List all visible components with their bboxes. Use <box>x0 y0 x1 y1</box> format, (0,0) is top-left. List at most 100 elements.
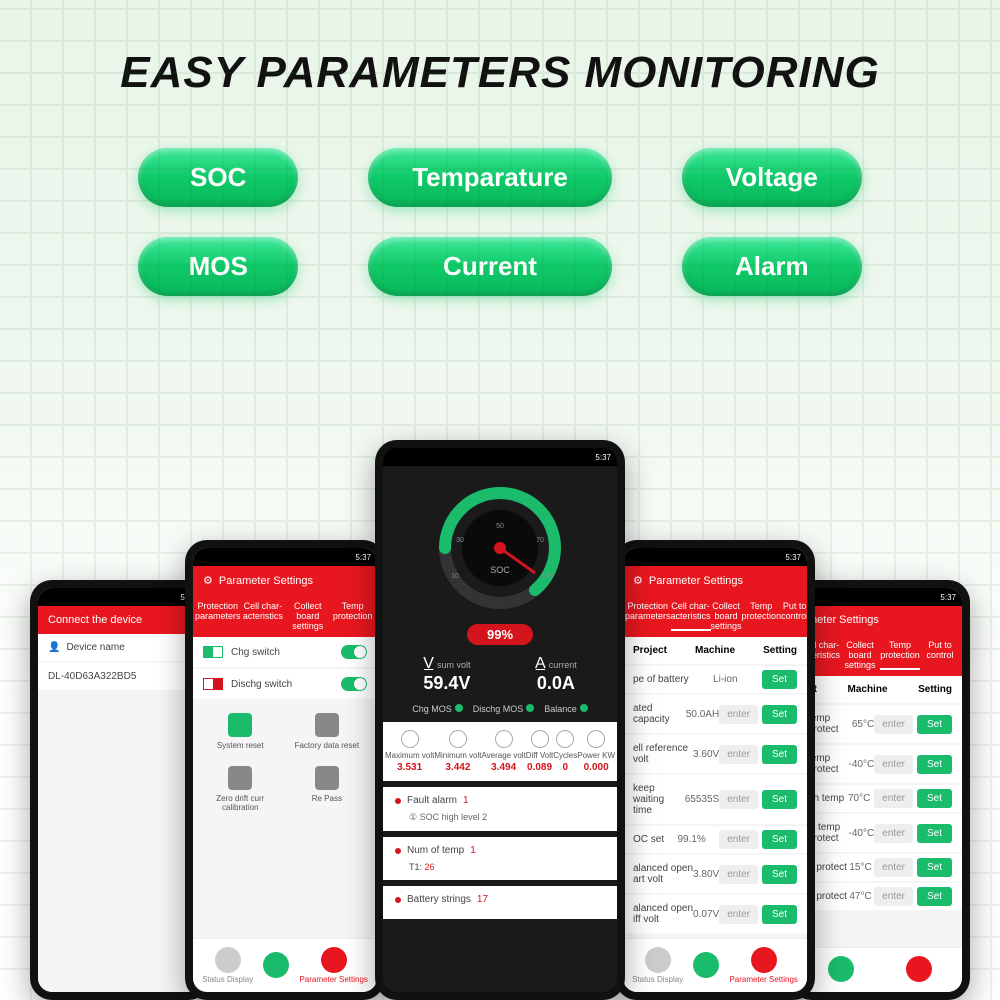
stat-power: Power KW0.000 <box>577 730 615 773</box>
nav-status[interactable]: Status Display <box>202 947 253 984</box>
param-row: p protect15°CenterSet <box>798 854 962 881</box>
dischg-switch-toggle[interactable] <box>341 677 367 691</box>
header-param: ⚙ Parameter Settings <box>193 566 377 595</box>
sum-volt-value: 59.4V <box>423 673 470 693</box>
bottom-nav4: Status Display Parameter Settings <box>623 938 807 992</box>
stat-min-volt: Minimum volt3.442 <box>434 730 481 773</box>
phone-mockup-row: 5:37 Connect the device 👤 Device name DL… <box>0 420 1000 1000</box>
nav-param[interactable]: Parameter Settings <box>729 947 797 984</box>
enter-button[interactable]: enter <box>874 887 913 906</box>
param-row: pe of batteryLi-ionSet <box>623 666 807 693</box>
set-button[interactable]: Set <box>762 745 797 764</box>
tool-system-reset[interactable]: System reset <box>199 707 282 756</box>
dischg-mos: Dischg MOS <box>473 704 535 714</box>
tool-factory-reset[interactable]: Factory data reset <box>286 707 369 756</box>
mos-row: Chg MOS Dischg MOS Balance <box>391 704 609 714</box>
tools-grid: System reset Factory data reset Zero dri… <box>193 701 377 824</box>
tab-cell[interactable]: Cell char- acteristics <box>241 601 286 631</box>
param-row: p protect47°CenterSet <box>798 883 962 910</box>
enter-button[interactable]: enter <box>874 824 913 843</box>
dischg-switch-icon <box>203 678 223 690</box>
tab4-2[interactable]: Collect board settings <box>711 601 742 631</box>
set-button[interactable]: Set <box>917 789 952 808</box>
header-param4: ⚙ Parameter Settings <box>623 566 807 595</box>
set-button[interactable]: Set <box>762 670 797 689</box>
volt-current-row: V̲ sum volt 59.4V A̲ current 0.0A <box>391 655 609 694</box>
set-button[interactable]: Set <box>917 715 952 734</box>
tab4-1[interactable]: Cell char- acteristics <box>671 601 711 631</box>
phone-switches: 5:37 ⚙ Parameter Settings Protection par… <box>185 540 385 1000</box>
stats-strip: Maximum volt3.531 Minimum volt3.442 Aver… <box>383 722 617 781</box>
param-row: ated capacity50.0AHenterSet <box>623 695 807 733</box>
enter-button[interactable]: enter <box>719 705 758 724</box>
svg-text:30: 30 <box>456 537 464 544</box>
enter-button[interactable]: enter <box>719 865 758 884</box>
tab5-1[interactable]: Collect board settings <box>840 640 880 670</box>
current-value: 0.0A <box>537 673 575 693</box>
num-temp-header: Num of temp 1 <box>395 845 605 856</box>
nav-center[interactable] <box>263 952 289 980</box>
set-button[interactable]: Set <box>762 790 797 809</box>
chg-switch-label: Chg switch <box>231 647 341 658</box>
status-bar: 5:37 <box>798 588 962 606</box>
enter-button[interactable]: enter <box>874 789 913 808</box>
set-button[interactable]: Set <box>917 755 952 774</box>
svg-text:70: 70 <box>536 537 544 544</box>
tab4-4[interactable]: Put to control <box>781 601 807 631</box>
set-button[interactable]: Set <box>917 858 952 877</box>
nav-param[interactable]: Parameter Settings <box>299 947 367 984</box>
set-button[interactable]: Set <box>917 824 952 843</box>
device-header-row: 👤 Device name <box>38 634 202 661</box>
tabs-row5: Cell char- acteristics Collect board set… <box>798 634 962 676</box>
param-row: keep waiting time65535SenterSet <box>623 775 807 824</box>
temp-t1: T1: 26 <box>395 862 605 872</box>
enter-button[interactable]: enter <box>874 715 913 734</box>
enter-button[interactable]: enter <box>874 858 913 877</box>
tab5-2[interactable]: Temp protection <box>880 640 920 670</box>
chg-mos: Chg MOS <box>412 704 463 714</box>
tab-temp[interactable]: Temp protection <box>330 601 375 631</box>
chg-switch-toggle[interactable] <box>341 645 367 659</box>
set-button[interactable]: Set <box>762 830 797 849</box>
tabs-row4: Protection parameters Cell char- acteris… <box>623 595 807 637</box>
device-item[interactable]: DL-40D63A322BD5 <box>38 663 202 690</box>
bottom-nav5 <box>798 947 962 992</box>
tab5-3[interactable]: Put to control <box>920 640 960 670</box>
nav-center[interactable] <box>828 956 854 984</box>
nav-status[interactable]: Status Display <box>632 947 683 984</box>
svg-text:50: 50 <box>496 523 504 530</box>
set-button[interactable]: Set <box>762 905 797 924</box>
sum-volt-label: sum volt <box>437 660 471 670</box>
nav-center[interactable] <box>693 952 719 980</box>
tab4-0[interactable]: Protection parameters <box>625 601 671 631</box>
param-row: alanced open iff volt0.07VenterSet <box>623 895 807 933</box>
set-button[interactable]: Set <box>917 887 952 906</box>
tab4-3[interactable]: Temp protection <box>742 601 782 631</box>
tool-zero-drift[interactable]: Zero drift curr calibration <box>199 760 282 818</box>
stat-diff-volt: Diff Volt0.089 <box>526 730 553 773</box>
nav-param[interactable] <box>906 956 932 984</box>
fault-alarm-header: Fault alarm 1 <box>395 795 605 806</box>
param-row: temp protect-40°CenterSet <box>798 745 962 783</box>
enter-button[interactable]: enter <box>719 905 758 924</box>
tab-collect[interactable]: Collect board settings <box>285 601 330 631</box>
set-button[interactable]: Set <box>762 865 797 884</box>
current-label: current <box>549 660 577 670</box>
header-text: Connect the device <box>48 614 142 626</box>
tab-protection[interactable]: Protection parameters <box>195 601 241 631</box>
status-bar: 5:37 <box>383 448 617 466</box>
stat-cycles: Cycles0 <box>553 730 577 773</box>
enter-button[interactable]: enter <box>719 745 758 764</box>
col-headers5: ctMachineSetting <box>798 676 962 703</box>
phone-temp-params: 5:37 meter Settings Cell char- acteristi… <box>790 580 970 1000</box>
enter-button[interactable]: enter <box>719 790 758 809</box>
dischg-switch-label: Dischg switch <box>231 679 341 690</box>
bottom-nav: Status Display Parameter Settings <box>193 938 377 992</box>
phone-cell-params: 5:37 ⚙ Parameter Settings Protection par… <box>615 540 815 1000</box>
set-button[interactable]: Set <box>762 705 797 724</box>
tool-re-pass[interactable]: Re Pass <box>286 760 369 818</box>
soc-gauge: 50 30 70 10 100 SOC <box>430 478 570 618</box>
enter-button[interactable]: enter <box>874 755 913 774</box>
param-row: ell reference volt3.60VenterSet <box>623 735 807 773</box>
enter-button[interactable]: enter <box>719 830 758 849</box>
